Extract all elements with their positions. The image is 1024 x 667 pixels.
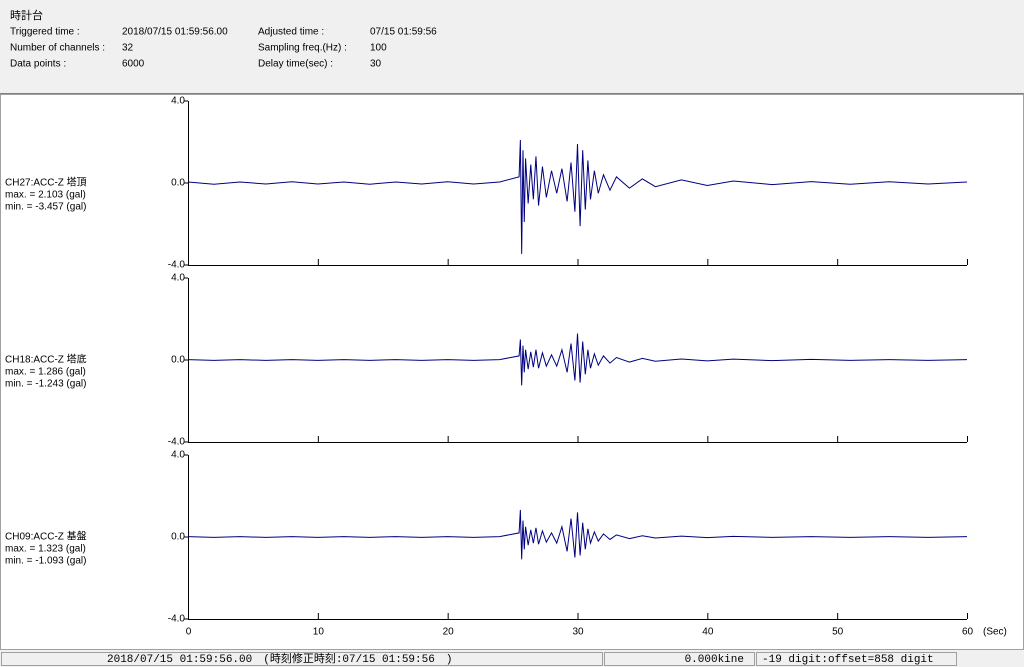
- waveform: [187, 139, 968, 254]
- y-tick-label: -4.0: [168, 437, 186, 448]
- y-tick-label: 0.0: [171, 532, 185, 543]
- y-tick-label: -4.0: [168, 614, 186, 625]
- channel-name: CH09:ACC-Z 基盤: [5, 530, 87, 543]
- field-value: 32: [122, 43, 134, 54]
- y-tick-label: -4.0: [168, 260, 186, 271]
- status-cell: [604, 652, 755, 666]
- status-time: 2018/07/15 01:59:56.00 (時刻修正時刻:07/15 01:…: [107, 651, 452, 666]
- x-tick-label: 30: [572, 627, 584, 638]
- channel-stat: min. = -1.243 (gal): [5, 379, 86, 390]
- x-tick-label: 50: [832, 627, 844, 638]
- status-cell: [1, 652, 603, 666]
- status-offset: -19 digit:offset=858 digit: [762, 654, 934, 666]
- x-tick-label: 40: [702, 627, 714, 638]
- field-label: Data points :: [10, 59, 66, 70]
- channel-stat: min. = -3.457 (gal): [5, 202, 86, 213]
- status-bar: 2018/07/15 01:59:56.00 (時刻修正時刻:07/15 01:…: [0, 650, 1024, 667]
- status-bg: [0, 650, 1024, 667]
- status-velocity: 0.000kine: [685, 654, 744, 666]
- station-title: 時計台: [10, 8, 43, 22]
- field-label: Adjusted time :: [258, 27, 324, 38]
- field-label: Number of channels :: [10, 43, 105, 54]
- field-value: 6000: [122, 59, 145, 70]
- field-value: 30: [370, 59, 382, 70]
- channel-name: CH18:ACC-Z 塔底: [5, 353, 87, 366]
- field-value: 07/15 01:59:56: [370, 27, 437, 38]
- field-value: 2018/07/15 01:59:56.00: [122, 27, 228, 38]
- y-tick-label: 4.0: [171, 273, 185, 284]
- y-tick-label: 0.0: [171, 178, 185, 189]
- status-cell: [756, 652, 957, 666]
- waveform: [187, 509, 968, 560]
- field-value: 100: [370, 43, 387, 54]
- plot-panel: [0, 94, 1024, 650]
- channel-stat: max. = 2.103 (gal): [5, 190, 86, 201]
- x-tick-label: 0: [186, 627, 192, 638]
- channel-stat: max. = 1.286 (gal): [5, 367, 86, 378]
- x-tick-label: 60: [962, 627, 974, 638]
- header-panel: [0, 0, 1024, 93]
- y-tick-label: 0.0: [171, 355, 185, 366]
- x-axis-label: (Sec): [983, 627, 1007, 638]
- channel-stat: max. = 1.323 (gal): [5, 544, 86, 555]
- field-label: Delay time(sec) :: [258, 59, 333, 70]
- x-tick-label: 20: [443, 627, 455, 638]
- field-label: Triggered time :: [10, 27, 80, 38]
- header-fields: Triggered time : 2018/07/15 01:59:56.00 Ad…: [10, 27, 437, 70]
- waveform: [187, 333, 968, 386]
- channel-stat: min. = -1.093 (gal): [5, 556, 86, 567]
- field-label: Sampling freq.(Hz) :: [258, 43, 347, 54]
- channel-name: CH27:ACC-Z 塔頂: [5, 176, 87, 189]
- y-tick-label: 4.0: [171, 96, 185, 107]
- x-tick-label: 10: [313, 627, 325, 638]
- y-tick-label: 4.0: [171, 450, 185, 461]
